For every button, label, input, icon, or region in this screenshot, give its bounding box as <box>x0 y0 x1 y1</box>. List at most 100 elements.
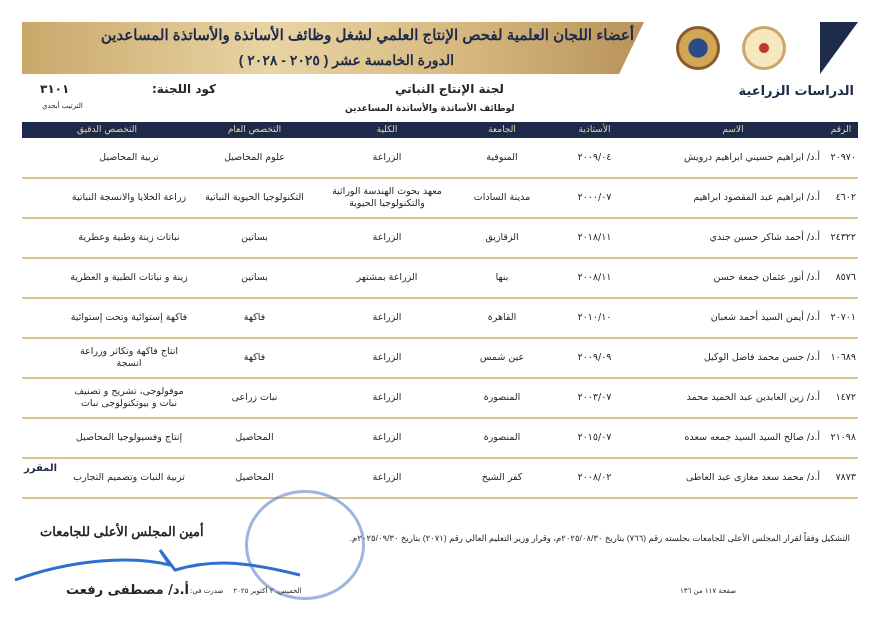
table-row: ٢١٠٩٨ أ.د/ صالح السيد السيد جمعه سعده ٢٠١٥… <box>22 418 858 458</box>
university: مدينة السادات <box>473 192 531 203</box>
secretary-name: أ.د/ مصطفى رفعت <box>66 583 189 598</box>
professorship-date: ٢٠٠٨/١١ <box>577 272 612 283</box>
professorship-date: ٢٠٠٩/٠٩ <box>577 352 612 363</box>
faculty: معهد بحوث الهندسة الوراثية والتكنولوجيا … <box>332 186 442 209</box>
council-stamp <box>245 490 365 600</box>
member-name: أ.د/ ابراهيم عبد المقصود ابراهيم <box>693 192 820 203</box>
general-specialty: نبات زراعى <box>231 392 278 403</box>
general-specialty: المحاصيل <box>235 472 274 483</box>
document-title: أعضاء اللجان العلمية لفحص الإنتاج العلمي… <box>100 27 634 44</box>
specific-specialty: زراعة الخلايا والانسجة النباتية <box>71 192 187 203</box>
issued-label: صدرت في: <box>190 587 224 595</box>
document-subtitle: الدورة الخامسة عشر ( ٢٠٢٥ - ٢٠٢٨ ) <box>238 52 454 68</box>
member-number: ٢١٠٩٨ <box>830 432 856 443</box>
member-name: أ.د/ أحمد شاكر حسين جندي <box>709 232 820 243</box>
specific-specialty: تربية المحاصيل <box>99 151 159 163</box>
member-number: ١٤٧٢ <box>835 392 856 403</box>
member-number: ٢٠٧٠١ <box>830 312 856 323</box>
member-name: أ.د/ محمد سعد مغازى عبد العاطى <box>685 472 820 483</box>
professorship-date: ٢٠١٠/١٠ <box>577 312 612 323</box>
table-row: ٢٠٩٧٠ أ.د/ ابراهيم حسيني ابراهيم درويش ٢٠٠… <box>22 138 858 178</box>
table-row: ٤٦٠٢ أ.د/ ابراهيم عبد المقصود ابراهيم ٢٠٠٠… <box>22 178 858 218</box>
university: بنها <box>495 272 509 283</box>
member-name: أ.د/ أنور عثمان جمعة حسن <box>713 272 820 283</box>
faculty: الزراعة <box>372 392 402 403</box>
members-table: الرقم الاسم الأستاذية الجامعة الكلية التخصص ا… <box>22 122 858 499</box>
column-header: التخصص الدقيق <box>77 125 137 135</box>
column-header: التخصص العام <box>227 125 282 135</box>
faculty: الزراعة <box>372 472 402 483</box>
column-header: الأستاذية <box>578 125 611 135</box>
committee-name: لجنة الإنتاج النباتي <box>395 82 504 96</box>
specific-specialty: تربية النبات وتصميم التجارب <box>73 472 185 483</box>
specific-specialty: انتاج فاكهة وتكاثر وزراعة انسجة <box>79 346 179 369</box>
formation-note: التشكيل وفقاً لقرار المجلس الأعلى للجامع… <box>349 533 850 543</box>
professorship-date: ٢٠١٨/١١ <box>577 232 612 243</box>
member-name: أ.د/ حسن محمد فاضل الوكيل <box>703 352 820 363</box>
professorship-date: ٢٠٠٩/٠٤ <box>577 151 612 163</box>
university: المنصورة <box>483 432 521 443</box>
faculty: الزراعة بمشتهر <box>356 272 418 283</box>
department-name: الدراسات الزراعية <box>738 84 854 99</box>
general-specialty: بساتين <box>241 232 268 243</box>
professorship-date: ٢٠١٥/٠٧ <box>577 432 612 443</box>
committee-code-label: كود اللجنة: <box>152 82 216 96</box>
university: الزقازيق <box>485 232 519 243</box>
faculty: الزراعة <box>372 151 402 163</box>
ministry-seal-logo <box>742 26 786 70</box>
column-header: الاسم <box>722 125 744 135</box>
specific-specialty: موفولوجى، تشريح و تصنيف نبات و بيوتكنولو… <box>74 386 184 409</box>
rapporteur-label: المقرر <box>24 463 58 474</box>
professorship-date: ٢٠٠٣/٠٧ <box>577 392 612 403</box>
corner-decoration <box>820 22 858 74</box>
header-banner <box>22 22 644 74</box>
table-row: ٨٥٧٦ أ.د/ أنور عثمان جمعة حسن ٢٠٠٨/١١ بنها ا… <box>22 258 858 298</box>
general-specialty: التكنولوجيا الحيوية النباتية <box>205 192 304 203</box>
university: المنصورة <box>483 392 521 403</box>
member-number: ٨٥٧٦ <box>835 272 856 283</box>
member-name: أ.د/ ابراهيم حسيني ابراهيم درويش <box>683 151 820 163</box>
university: القاهرة <box>487 312 517 323</box>
committee-code-value: ٣١٠١ <box>40 82 70 96</box>
faculty: الزراعة <box>372 232 402 243</box>
issued-info: صدرت في: الخميس، ٢ أكتوبر ٢٠٢٥ <box>190 587 320 595</box>
order-note: الترتيب أبجدي <box>42 102 83 110</box>
member-number: ٤٦٠٢ <box>835 192 856 203</box>
faculty: الزراعة <box>372 352 402 363</box>
member-number: ٢٤٣٢٢ <box>830 232 856 243</box>
table-header: الرقم الاسم الأستاذية الجامعة الكلية التخصص ا… <box>22 122 858 138</box>
table-row: ٢٠٧٠١ أ.د/ أيمن السيد أحمد شعبان ٢٠١٠/١٠ ال… <box>22 298 858 338</box>
member-name: أ.د/ صالح السيد السيد جمعه سعده <box>684 432 820 443</box>
specific-specialty: زينة و نباتات الطبية و العطرية <box>70 272 188 283</box>
faculty: الزراعة <box>372 432 402 443</box>
page-number: صفحة ١١٧ من ١٣٦ <box>680 587 737 595</box>
general-specialty: علوم المحاصيل <box>224 151 285 163</box>
professorship-date: ٢٠٠٠/٠٧ <box>577 192 612 203</box>
positions-label: لوظائف الأساتذة والأساتذة المساعدين <box>345 104 515 114</box>
table-row: ٢٤٣٢٢ أ.د/ أحمد شاكر حسين جندي ٢٠١٨/١١ الزق… <box>22 218 858 258</box>
faculty: الزراعة <box>372 312 402 323</box>
member-name: أ.د/ زين العابدين عبد الحميد محمد <box>686 392 820 403</box>
specific-specialty: نباتات زينة وطبية وعطرية <box>78 232 180 243</box>
specific-specialty: فاكهة إستوائية وتحت إستوائية <box>70 312 188 323</box>
member-number: ٢٠٩٧٠ <box>830 151 856 163</box>
secretary-title: أمين المجلس الأعلى للجامعات <box>40 524 204 539</box>
professorship-date: ٢٠٠٨/٠٢ <box>577 472 612 483</box>
table-row: ١٠٦٨٩ أ.د/ حسن محمد فاضل الوكيل ٢٠٠٩/٠٩ عين… <box>22 338 858 378</box>
member-number: ١٠٦٨٩ <box>830 352 856 363</box>
university: عين شمس <box>479 352 525 363</box>
table-row: ٧٨٧٣ أ.د/ محمد سعد مغازى عبد العاطى ٢٠٠٨/٠… <box>22 458 858 498</box>
general-specialty: فاكهة <box>243 312 266 323</box>
general-specialty: بساتين <box>241 272 268 283</box>
member-name: أ.د/ أيمن السيد أحمد شعبان <box>710 312 820 323</box>
specific-specialty: إنتاج وفسيولوجيا المحاصيل <box>75 432 183 443</box>
signature <box>14 549 301 582</box>
university: كفر الشيخ <box>481 472 523 483</box>
column-header: الكلية <box>376 125 398 135</box>
issued-date: الخميس، ٢ أكتوبر ٢٠٢٥ <box>233 587 302 595</box>
university: المنوفية <box>486 151 518 163</box>
general-specialty: المحاصيل <box>235 432 274 443</box>
member-number: ٧٨٧٣ <box>835 472 856 483</box>
general-specialty: فاكهة <box>243 352 266 363</box>
column-header: الجامعة <box>488 125 516 135</box>
